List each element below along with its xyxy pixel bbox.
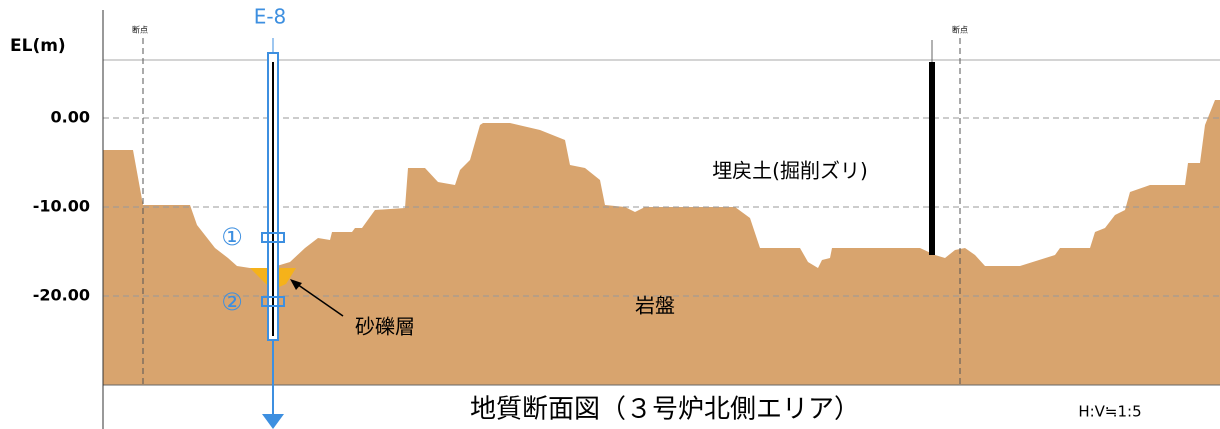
borehole-label: E-8 — [254, 5, 287, 29]
tick-label: -10.00 — [33, 197, 90, 216]
scale-label: H:V≒1:5 — [1078, 403, 1141, 421]
layer-label: 岩盤 — [635, 294, 675, 318]
tick-label: -20.00 — [33, 286, 90, 305]
grid — [103, 117, 1220, 297]
sample-box — [261, 232, 285, 243]
pointer-head — [290, 279, 302, 290]
marker: ② — [221, 288, 243, 316]
rock-profile — [103, 100, 1220, 385]
section-label: 断点 — [952, 25, 968, 35]
arrow-head — [262, 414, 284, 429]
section-label: 断点 — [132, 25, 148, 35]
layer-label: 砂礫層 — [355, 315, 415, 339]
title: 地質断面図（３号炉北側エリア） — [470, 395, 860, 425]
tick-label: 0.00 — [51, 108, 90, 127]
sample-box — [261, 296, 285, 307]
marker: ① — [221, 223, 243, 251]
layer-label: 埋戻土(掘削ズリ) — [712, 159, 868, 183]
pointer — [293, 281, 344, 317]
axis-label: EL(m) — [10, 36, 66, 56]
